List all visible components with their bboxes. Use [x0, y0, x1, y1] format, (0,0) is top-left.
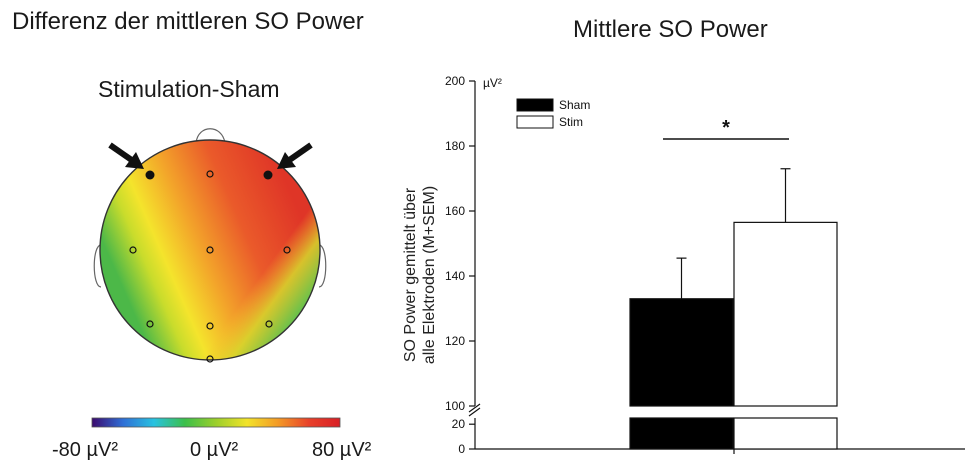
- y-tick-label: 180: [445, 139, 465, 153]
- electrode-group: [129, 170, 291, 363]
- legend-label-sham: Sham: [559, 98, 590, 112]
- electrode: [146, 320, 154, 328]
- electrode: [129, 246, 137, 254]
- axis-break-mark: [468, 407, 481, 417]
- electrode: [206, 355, 214, 363]
- bar-stim-lower: [733, 417, 838, 450]
- colorbar-mid-label: 0 µV²: [190, 439, 239, 461]
- topomap-title: Stimulation-Sham: [98, 76, 280, 102]
- colorbar: [91, 417, 341, 428]
- y-tick-label: 140: [445, 269, 465, 283]
- axis-break-mark: [468, 403, 481, 413]
- electrode: [206, 246, 214, 254]
- left-panel-title: Differenz der mittleren SO Power: [12, 8, 364, 35]
- electrode: [206, 322, 214, 330]
- significance-star: *: [722, 117, 730, 139]
- y-tick-label: 100: [445, 399, 465, 413]
- electrode: [283, 246, 291, 254]
- y-axis-title: alle Elektroden (M+SEM): [421, 186, 438, 364]
- y-tick-label: 0: [458, 442, 465, 456]
- y-unit-label: µV²: [483, 76, 502, 90]
- head-outline: [99, 139, 321, 361]
- nose-outline: [195, 128, 226, 144]
- y-tick-label: 200: [445, 74, 465, 88]
- electrode: [265, 320, 273, 328]
- legend-swatch-stim: [516, 115, 554, 129]
- bar-stim: [733, 221, 838, 407]
- y-tick-label: 120: [445, 334, 465, 348]
- topomap: [100, 140, 320, 360]
- electrode-highlighted: [145, 170, 155, 180]
- colorbar-min-label: -80 µV²: [52, 439, 118, 461]
- bar-chart: 100 120 140 160 180 200 0 20 µV² SO Power gemitte…: [402, 74, 965, 456]
- electrode: [206, 170, 214, 178]
- bar-sham-lower: [629, 417, 734, 450]
- chart-title: Mittlere SO Power: [573, 16, 768, 43]
- bar-sham: [629, 298, 734, 407]
- electrode-highlighted: [263, 170, 273, 180]
- arrow-right-icon: [277, 142, 313, 169]
- y-tick-label: 20: [452, 417, 466, 431]
- legend-swatch-sham: [516, 98, 554, 112]
- right-ear-outline: [318, 244, 327, 288]
- left-ear-outline: [93, 244, 102, 288]
- y-axis-title: SO Power gemittelt über: [402, 187, 419, 362]
- colorbar-max-label: 80 µV²: [312, 439, 372, 461]
- legend-label-stim: Stim: [559, 115, 583, 129]
- y-tick-label: 160: [445, 204, 465, 218]
- arrow-left-icon: [108, 142, 144, 169]
